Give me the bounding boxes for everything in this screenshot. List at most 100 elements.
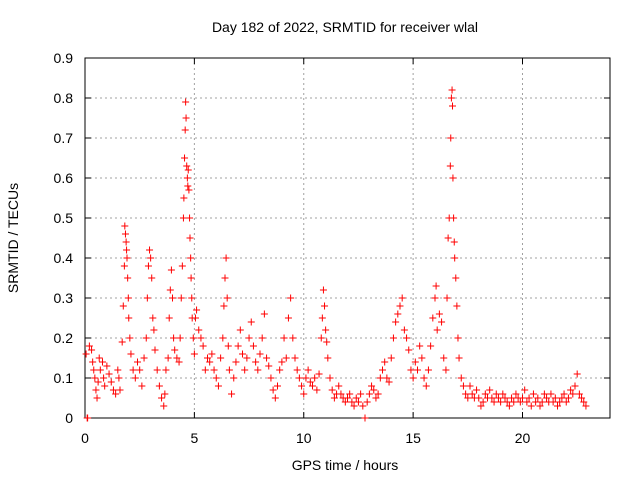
data-point: [363, 398, 371, 406]
data-point: [521, 386, 529, 394]
data-point: [575, 390, 583, 398]
data-point: [302, 374, 310, 382]
data-point: [523, 398, 531, 406]
data-point: [96, 366, 104, 374]
data-point: [372, 394, 380, 402]
data-point: [457, 374, 465, 382]
data-point: [300, 390, 308, 398]
data-point: [529, 390, 537, 398]
data-point: [173, 354, 181, 362]
data-point: [181, 154, 189, 162]
data-point: [223, 294, 231, 302]
data-point: [571, 382, 579, 390]
y-tick-label: 0.7: [54, 130, 74, 146]
data-point: [368, 382, 376, 390]
data-point: [501, 394, 509, 402]
data-point: [505, 402, 513, 410]
data-point: [90, 366, 98, 374]
data-point: [416, 342, 424, 350]
data-point: [398, 294, 406, 302]
data-point: [176, 334, 184, 342]
data-point: [525, 394, 533, 402]
data-point: [109, 386, 117, 394]
data-point: [477, 402, 485, 410]
data-point: [534, 394, 542, 402]
data-point: [315, 370, 323, 378]
data-point: [252, 358, 260, 366]
data-point: [540, 390, 548, 398]
data-point: [91, 374, 99, 382]
y-tick-label: 0: [65, 410, 73, 426]
data-point: [282, 354, 290, 362]
data-point: [385, 378, 393, 386]
y-tick-label: 0.6: [54, 170, 74, 186]
y-tick-label: 0.2: [54, 330, 74, 346]
data-point: [94, 378, 102, 386]
data-point: [177, 294, 185, 302]
data-point: [580, 398, 588, 406]
data-point: [197, 334, 205, 342]
data-point: [284, 314, 292, 322]
data-point: [271, 394, 279, 402]
x-axis-label: GPS time / hours: [292, 457, 399, 473]
data-point: [450, 238, 458, 246]
data-point: [466, 382, 474, 390]
data-point: [346, 390, 354, 398]
data-point: [131, 374, 139, 382]
data-point: [444, 234, 452, 242]
data-point: [82, 350, 90, 358]
data-point: [212, 374, 220, 382]
data-point: [295, 374, 303, 382]
data-point: [442, 366, 450, 374]
data-point: [89, 358, 97, 366]
x-tick-label: 5: [190, 430, 198, 446]
data-point: [488, 394, 496, 402]
data-point: [486, 386, 494, 394]
data-point: [247, 318, 255, 326]
data-point: [468, 390, 476, 398]
data-point: [446, 162, 454, 170]
data-point: [160, 402, 168, 410]
data-point: [191, 314, 199, 322]
data-point: [136, 366, 144, 374]
x-tick-label: 20: [515, 430, 531, 446]
data-point: [490, 398, 498, 406]
data-point: [101, 382, 109, 390]
data-point: [249, 342, 257, 350]
data-point: [221, 274, 229, 282]
data-point: [582, 402, 590, 410]
data-point: [121, 222, 129, 230]
data-point: [185, 186, 193, 194]
data-point: [532, 398, 540, 406]
data-point: [121, 230, 129, 238]
data-point: [409, 374, 417, 382]
data-point: [317, 334, 325, 342]
data-point: [179, 214, 187, 222]
data-point: [182, 98, 190, 106]
data-point: [453, 302, 461, 310]
data-point: [187, 274, 195, 282]
data-point: [455, 354, 463, 362]
data-point: [100, 374, 108, 382]
data-point: [243, 354, 251, 362]
grid-layer: [85, 58, 610, 418]
data-point: [538, 398, 546, 406]
data-point: [147, 254, 155, 262]
data-point: [170, 334, 178, 342]
y-tick-label: 0.9: [54, 50, 74, 66]
data-point: [348, 398, 356, 406]
data-point: [228, 390, 236, 398]
data-point: [352, 394, 360, 402]
data-point: [138, 382, 146, 390]
data-point: [115, 374, 123, 382]
data-point: [479, 398, 487, 406]
data-point: [256, 350, 264, 358]
data-point: [267, 374, 275, 382]
data-point: [556, 398, 564, 406]
data-point: [323, 338, 331, 346]
data-point: [184, 166, 192, 174]
data-point: [193, 306, 201, 314]
data-point: [210, 366, 218, 374]
data-point: [254, 366, 262, 374]
